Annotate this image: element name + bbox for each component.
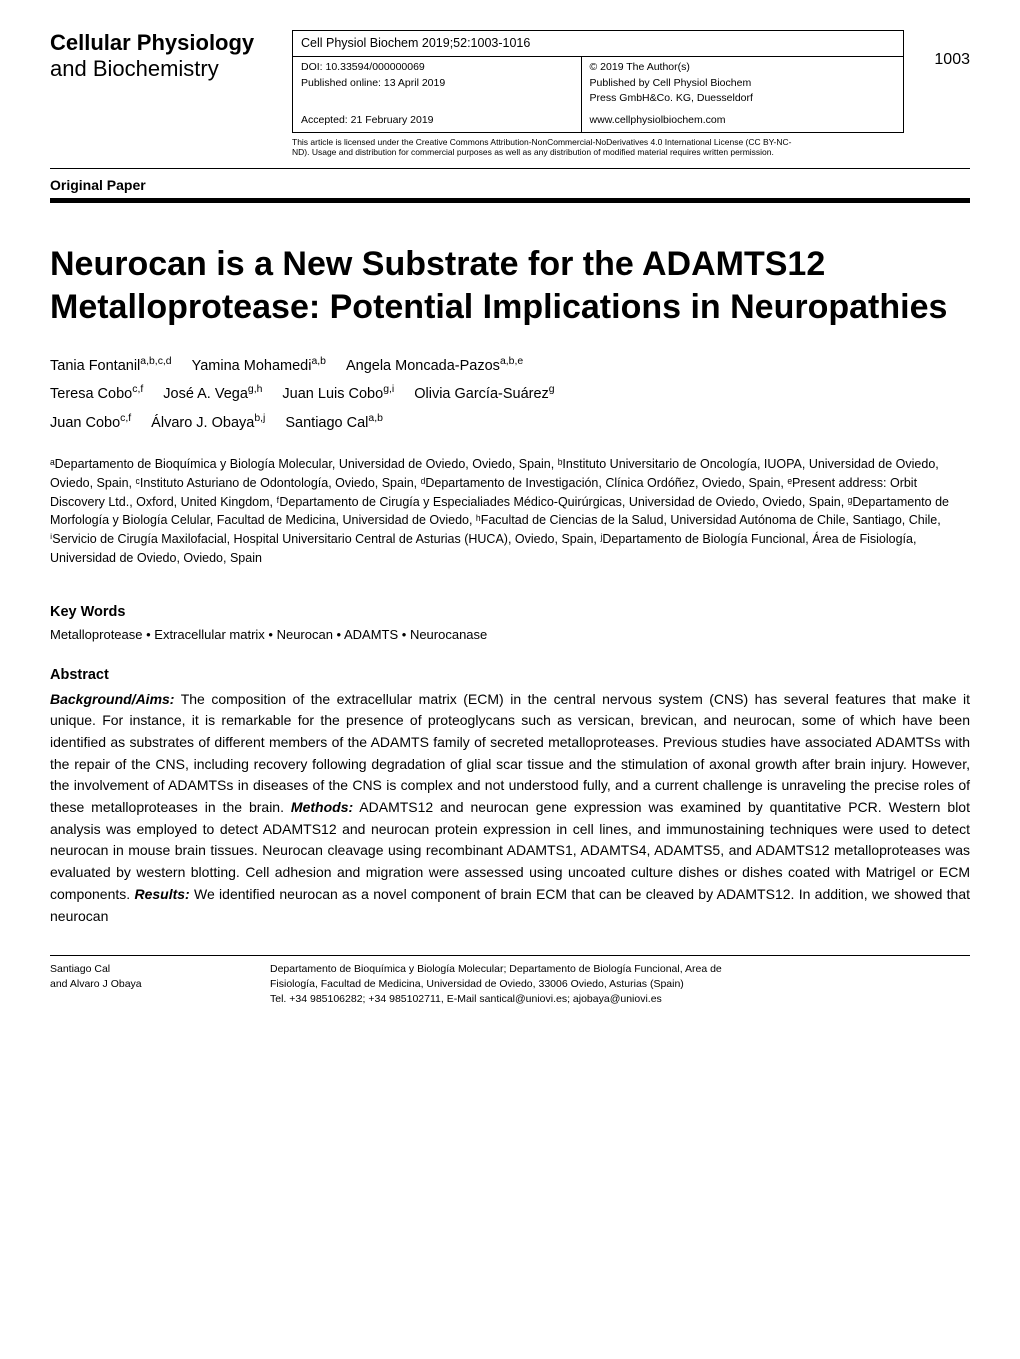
corr-author-1: Santiago Cal: [50, 963, 110, 975]
author-affiliation-sup: c,f: [132, 384, 143, 395]
author: Juan Luis Cobog,i: [282, 386, 394, 402]
author-affiliation-sup: g,h: [248, 384, 263, 395]
corr-author-2: and Alvaro J Obaya: [50, 978, 142, 990]
abstract-methods-label: Methods:: [291, 799, 353, 815]
corr-addr-2: Fisiología, Facultad de Medicina, Univer…: [270, 978, 684, 990]
author: José A. Vegag,h: [163, 386, 262, 402]
author-list: Tania Fontanila,b,c,d Yamina Mohamedia,b A…: [50, 352, 970, 437]
author-affiliation-sup: b,j: [254, 413, 265, 424]
author: Yamina Mohamedia,b: [192, 358, 326, 374]
author: Angela Moncada-Pazosa,b,e: [346, 358, 523, 374]
abstract-heading: Abstract: [50, 665, 970, 687]
doi: DOI: 10.33594/000000069: [301, 61, 425, 73]
license-text: This article is licensed under the Creat…: [292, 137, 802, 158]
correspondence-authors: Santiago Cal and Alvaro J Obaya: [50, 962, 200, 1006]
page-number: 1003: [916, 30, 970, 72]
accepted-cell: Accepted: 21 February 2019: [293, 110, 582, 132]
author-affiliation-sup: a,b,e: [500, 356, 523, 367]
page-header: Cellular Physiology and Biochemistry Cel…: [50, 30, 970, 133]
article-title: Neurocan is a New Substrate for the ADAM…: [50, 243, 970, 328]
correspondence-block: Santiago Cal and Alvaro J Obaya Departam…: [50, 955, 970, 1006]
correspondence-address: Departamento de Bioquímica y Biología Mo…: [270, 962, 722, 1006]
author: Álvaro J. Obayab,j: [151, 415, 265, 431]
author-affiliation-sup: g,i: [383, 384, 394, 395]
keywords-text: Metalloprotease • Extracellular matrix •…: [50, 625, 970, 645]
divider-thick: [50, 198, 970, 203]
author-affiliation-sup: a,b: [311, 356, 326, 367]
abstract-results-label: Results:: [134, 886, 189, 902]
publisher-cell: © 2019 The Author(s) Published by Cell P…: [581, 56, 904, 110]
website-cell: www.cellphysiolbiochem.com: [581, 110, 904, 132]
publisher-line1: Published by Cell Physiol Biochem: [590, 77, 752, 89]
article-type-label: Original Paper: [50, 175, 970, 196]
corr-addr-1: Departamento de Bioquímica y Biología Mo…: [270, 963, 722, 975]
corr-addr-3: Tel. +34 985106282; +34 985102711, E-Mai…: [270, 993, 662, 1005]
author: Juan Coboc,f: [50, 415, 131, 431]
abstract-bg-text: The composition of the extracellular mat…: [50, 691, 970, 815]
author-affiliation-sup: g: [549, 384, 555, 395]
copyright: © 2019 The Author(s): [590, 61, 690, 73]
keywords-heading: Key Words: [50, 602, 970, 624]
citation: Cell Physiol Biochem 2019;52:1003-1016: [293, 31, 904, 57]
divider-thin: [50, 168, 970, 169]
journal-name-line2: and Biochemistry: [50, 56, 280, 82]
journal-logo: Cellular Physiology and Biochemistry: [50, 30, 280, 83]
journal-name-line1: Cellular Physiology: [50, 30, 280, 56]
publisher-line2: Press GmbH&Co. KG, Duesseldorf: [590, 92, 753, 104]
published-online: Published online: 13 April 2019: [301, 77, 445, 89]
abstract-bg-label: Background/Aims:: [50, 691, 174, 707]
author: Teresa Coboc,f: [50, 386, 143, 402]
author-affiliation-sup: c,f: [120, 413, 131, 424]
author: Olivia García-Suárezg: [414, 386, 554, 402]
doi-cell: DOI: 10.33594/000000069 Published online…: [293, 56, 582, 110]
author: Tania Fontanila,b,c,d: [50, 358, 172, 374]
publication-meta-table: Cell Physiol Biochem 2019;52:1003-1016 D…: [292, 30, 904, 133]
author-affiliation-sup: a,b,c,d: [140, 356, 171, 367]
author-affiliation-sup: a,b: [368, 413, 383, 424]
abstract-text: Background/Aims: The composition of the …: [50, 689, 970, 928]
author: Santiago Cala,b: [285, 415, 383, 431]
affiliations: ᵃDepartamento de Bioquímica y Biología M…: [50, 455, 970, 568]
